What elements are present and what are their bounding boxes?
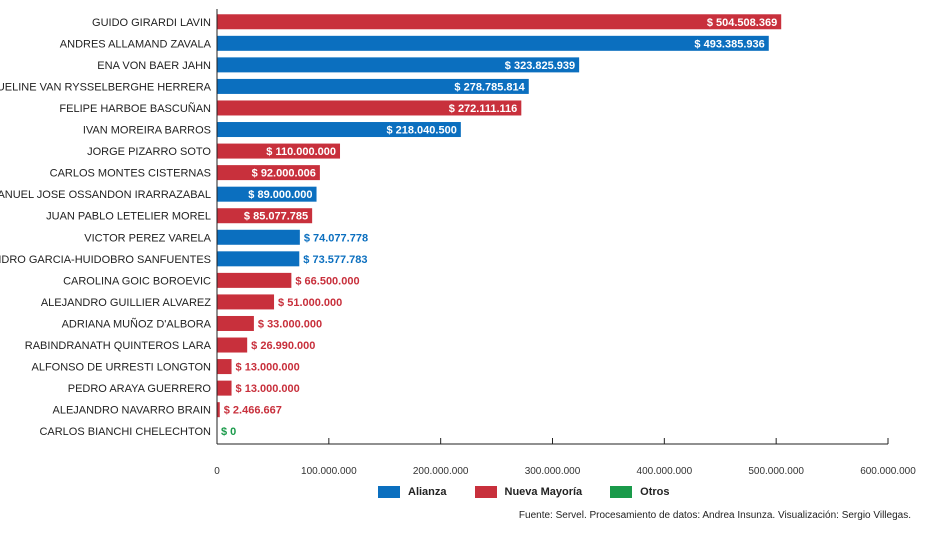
legend-item-alianza: Alianza (378, 486, 447, 498)
category-label-carlos-bianchi-chelechton: CARLOS BIANCHI CHELECHTON (39, 426, 211, 438)
category-label-alejandro-navarro-brain: ALEJANDRO NAVARRO BRAIN (52, 405, 211, 417)
category-label-alejandro-guillier-alvarez: ALEJANDRO GUILLIER ALVAREZ (41, 297, 211, 309)
value-label-carlos-bianchi-chelechton: $ 0 (221, 426, 236, 438)
bar-ivan-moreira-barros (217, 122, 461, 138)
category-label-alejandro-garcia-huidobro-sanfuentes: ALEJANDRO GARCIA-HUIDOBRO SANFUENTES (0, 254, 211, 266)
bar-alejandro-garcia-huidobro-sanfuentes (217, 251, 300, 267)
bar-jorge-pizarro-soto (217, 143, 341, 159)
value-label-ivan-moreira-barros: $ 218.040.500 (386, 125, 456, 137)
bar-jacqueline-van-rysselberghe-herrera (217, 78, 529, 94)
category-label-alfonso-de-urresti-longton: ALFONSO DE URRESTI LONGTON (32, 362, 212, 374)
category-label-jacqueline-van-rysselberghe-herrera: JACQUELINE VAN RYSSELBERGHE HERRERA (0, 81, 212, 93)
value-label-guido-girardi-lavin: $ 504.508.369 (707, 17, 777, 29)
x-tick-label-2: 200.000.000 (413, 466, 469, 477)
category-label-felipe-harboe-bascunan: FELIPE HARBOE BASCUÑAN (59, 102, 211, 115)
value-label-ena-von-baer-jahn: $ 323.825.939 (505, 60, 575, 72)
category-label-jorge-pizarro-soto: JORGE PIZARRO SOTO (87, 146, 211, 158)
legend-swatch-alianza (378, 486, 400, 498)
value-label-carolina-goic-boroevic: $ 66.500.000 (295, 275, 359, 287)
x-tick-label-5: 500.000.000 (748, 466, 804, 477)
bar-chart: GUIDO GIRARDI LAVIN $ 504.508.369 ANDRES A… (0, 9, 916, 477)
x-tick-label-0: 0 (214, 466, 220, 477)
bar-manuel-jose-ossandon-irarrazabal (217, 186, 317, 202)
value-label-felipe-harboe-bascunan: $ 272.111.116 (449, 103, 518, 115)
value-label-andres-allamand-zavala: $ 493.385.936 (694, 38, 764, 50)
bar-carolina-goic-boroevic (217, 272, 292, 288)
category-label-ivan-moreira-barros: IVAN MOREIRA BARROS (83, 125, 211, 137)
bar-pedro-araya-guerrero (217, 380, 232, 396)
category-label-adriana-munoz-d-albora: ADRIANA MUÑOZ D'ALBORA (62, 317, 212, 330)
value-label-carlos-montes-cisternas: $ 92.000.006 (252, 168, 316, 180)
category-label-pedro-araya-guerrero: PEDRO ARAYA GUERRERO (68, 383, 212, 395)
category-label-carolina-goic-boroevic: CAROLINA GOIC BOROEVIC (63, 275, 211, 287)
bar-andres-allamand-zavala (217, 35, 769, 51)
x-tick-label-3: 300.000.000 (525, 466, 581, 477)
bar-guido-girardi-lavin (217, 14, 782, 30)
source-note: Fuente: Servel. Procesamiento de datos: … (518, 510, 911, 521)
value-label-rabindranath-quinteros-lara: $ 26.990.000 (251, 340, 315, 352)
legend-label-otros: Otros (640, 486, 670, 498)
category-label-rabindranath-quinteros-lara: RABINDRANATH QUINTEROS LARA (25, 340, 212, 352)
value-label-jacqueline-van-rysselberghe-herrera: $ 278.785.814 (454, 81, 525, 93)
value-label-pedro-araya-guerrero: $ 13.000.000 (236, 383, 300, 395)
category-label-guido-girardi-lavin: GUIDO GIRARDI LAVIN (92, 17, 211, 29)
legend: Alianza Nueva Mayoría Otros (378, 486, 670, 498)
value-label-alfonso-de-urresti-longton: $ 13.000.000 (236, 362, 300, 374)
legend-swatch-otros (610, 486, 633, 498)
x-tick-label-6: 600.000.000 (860, 466, 916, 477)
legend-item-nueva-mayoria: Nueva Mayoría (474, 486, 583, 498)
legend-item-otros: Otros (610, 486, 670, 498)
legend-swatch-nueva-mayoria (474, 486, 497, 498)
legend-label-nueva-mayoria: Nueva Mayoría (504, 486, 583, 498)
legend-label-alianza: Alianza (408, 486, 447, 498)
value-label-jorge-pizarro-soto: $ 110.000.000 (266, 146, 336, 158)
category-label-carlos-montes-cisternas: CARLOS MONTES CISTERNAS (50, 168, 211, 180)
bar-juan-pablo-letelier-morel (217, 208, 313, 224)
bar-alejandro-navarro-brain (217, 402, 220, 418)
x-tick-label-4: 400.000.000 (637, 466, 693, 477)
bar-adriana-munoz-d-albora (217, 315, 254, 331)
bar-alejandro-guillier-alvarez (217, 294, 275, 310)
bar-carlos-montes-cisternas (217, 165, 320, 181)
bar-victor-perez-varela (217, 229, 300, 245)
category-label-juan-pablo-letelier-morel: JUAN PABLO LETELIER MOREL (46, 211, 211, 223)
value-label-victor-perez-varela: $ 74.077.778 (304, 232, 368, 244)
value-label-alejandro-navarro-brain: $ 2.466.667 (224, 405, 282, 417)
bar-felipe-harboe-bascunan (217, 100, 522, 116)
value-label-juan-pablo-letelier-morel: $ 85.077.785 (244, 211, 308, 223)
category-label-victor-perez-varela: VICTOR PEREZ VARELA (84, 232, 211, 244)
category-label-ena-von-baer-jahn: ENA VON BAER JAHN (97, 60, 211, 72)
x-tick-label-1: 100.000.000 (301, 466, 357, 477)
bar-rabindranath-quinteros-lara (217, 337, 248, 353)
value-label-manuel-jose-ossandon-irarrazabal: $ 89.000.000 (248, 189, 312, 201)
category-label-manuel-jose-ossandon-irarrazabal: MANUEL JOSE OSSANDON IRARRAZABAL (0, 189, 211, 201)
category-label-andres-allamand-zavala: ANDRES ALLAMAND ZAVALA (60, 38, 212, 50)
bar-alfonso-de-urresti-longton (217, 359, 232, 375)
value-label-alejandro-garcia-huidobro-sanfuentes: $ 73.577.783 (303, 254, 367, 266)
value-label-alejandro-guillier-alvarez: $ 51.000.000 (278, 297, 342, 309)
value-label-adriana-munoz-d-albora: $ 33.000.000 (258, 318, 322, 330)
bar-ena-von-baer-jahn (217, 57, 580, 73)
